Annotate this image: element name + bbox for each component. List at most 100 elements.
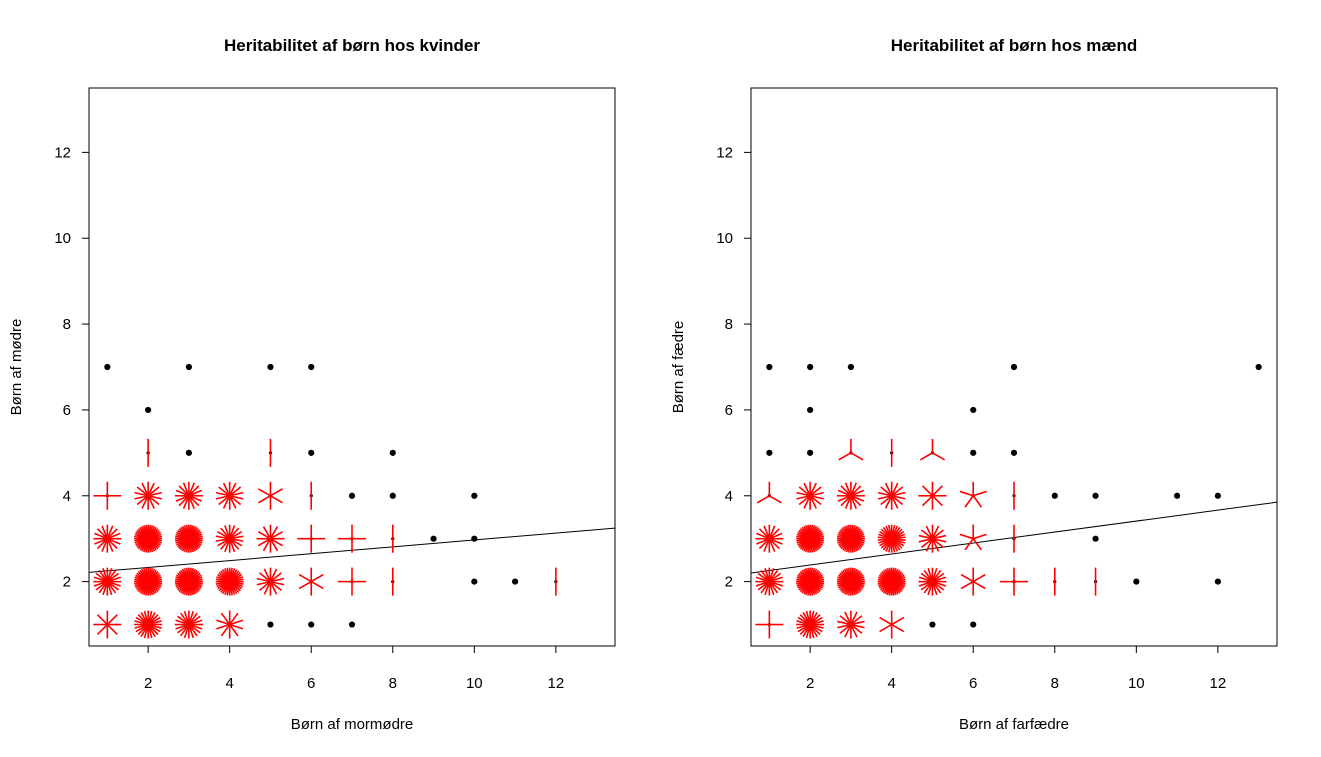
data-point (970, 406, 977, 414)
sunflower-point (877, 524, 906, 553)
x-axis-label: Børn af mormødre (291, 716, 414, 733)
x-tick-label: 10 (466, 675, 483, 692)
data-point (185, 449, 192, 456)
sunflower-point (836, 567, 865, 596)
x-tick-label: 4 (226, 675, 234, 692)
sunflower-point (309, 481, 313, 510)
x-tick-label: 8 (1051, 675, 1059, 692)
plot-frame (88, 87, 616, 647)
sunflower-point (134, 610, 163, 639)
x-axis-label: Børn af farfædre (959, 716, 1069, 733)
sunflower-point (1012, 524, 1016, 553)
sunflower-point (837, 610, 865, 639)
x-tick-label: 6 (307, 675, 315, 692)
sunflower-point (134, 567, 163, 596)
data-point (807, 363, 814, 371)
sunflower-point (93, 567, 122, 596)
sunflower-point (796, 481, 824, 510)
data-point (389, 492, 396, 499)
data-point (1214, 578, 1221, 585)
data-point (308, 621, 315, 628)
x-tick-label: 12 (548, 675, 565, 692)
data-point (267, 363, 274, 371)
data-point (471, 578, 478, 585)
sunflower-point (1000, 567, 1028, 596)
chart-panel-women: Heritabilitet af børn hos kvinder Børn a… (8, 36, 616, 733)
data-point (185, 363, 192, 371)
sunflower-point (146, 438, 150, 467)
x-tick-label: 10 (1128, 675, 1145, 692)
plot-marks: 2 4 6 8 10 12 2 4 6 8 10 12 (54, 144, 616, 692)
sunflower-point (391, 567, 395, 596)
sunflower-point (1093, 567, 1098, 596)
sunflower-point (93, 524, 122, 553)
y-tick-label: 12 (54, 144, 71, 161)
sunflower-point (174, 567, 203, 596)
sunflower-point (174, 524, 203, 553)
data-point (1174, 492, 1181, 499)
y-tick-label: 4 (63, 488, 71, 505)
y-tick-label: 2 (725, 574, 733, 591)
sunflower-point (755, 524, 784, 553)
plot-frame (750, 87, 1278, 647)
y-tick-label: 8 (725, 316, 733, 333)
chart-panel-men: Heritabilitet af børn hos mænd Børn af f… (670, 36, 1278, 733)
sunflower-point (134, 481, 162, 510)
data-point (430, 535, 437, 542)
data-point (308, 449, 315, 456)
y-tick-label: 10 (54, 230, 71, 247)
data-point (1010, 449, 1018, 456)
data-point (471, 492, 478, 499)
data-point (766, 363, 773, 371)
data-point (471, 535, 478, 542)
sunflower-point (554, 567, 558, 596)
sunflower-point (756, 481, 782, 504)
sunflower-point (391, 524, 395, 553)
x-tick-label: 8 (389, 675, 397, 692)
y-tick-label: 8 (63, 316, 71, 333)
sunflower-point (256, 524, 285, 553)
sunflower-point (755, 567, 784, 596)
y-tick-label: 2 (63, 574, 71, 591)
sunflower-point (838, 438, 864, 461)
sunflower-point (1012, 481, 1016, 510)
data-point (1092, 492, 1099, 499)
data-point (766, 449, 773, 456)
data-point (807, 449, 814, 456)
data-point (807, 406, 814, 414)
data-point (308, 363, 315, 371)
sunflower-point (918, 481, 947, 510)
x-tick-label: 2 (144, 675, 152, 692)
sunflower-point (215, 567, 244, 596)
sunflower-point (256, 567, 285, 596)
sunflower-point (960, 567, 986, 596)
sunflower-point (879, 610, 905, 639)
data-point (1133, 578, 1140, 585)
sunflower-point (959, 481, 987, 508)
sunflower-point (268, 438, 273, 467)
sunflower-point (216, 610, 244, 639)
sunflower-point (919, 438, 945, 461)
data-point (847, 363, 854, 371)
y-axis-label: Børn af mødre (8, 319, 25, 416)
data-point (512, 578, 519, 585)
x-tick-label: 12 (1210, 675, 1227, 692)
sunflower-point (918, 524, 947, 553)
sunflower-point (297, 524, 326, 553)
sunflower-point (298, 567, 324, 596)
sunflower-point (257, 481, 283, 510)
data-point (929, 621, 936, 628)
sunflower-point (796, 567, 825, 596)
sunflower-point (93, 610, 122, 639)
data-point (1092, 535, 1099, 542)
sunflower-point (918, 567, 947, 596)
y-tick-label: 6 (63, 402, 71, 419)
sunflower-point (134, 524, 163, 553)
x-tick-label: 6 (969, 675, 977, 692)
sunflower-point (836, 481, 865, 510)
sunflower-point (338, 567, 366, 596)
data-point (970, 449, 977, 456)
x-tick-label: 2 (806, 675, 814, 692)
sunflower-point (215, 524, 244, 553)
